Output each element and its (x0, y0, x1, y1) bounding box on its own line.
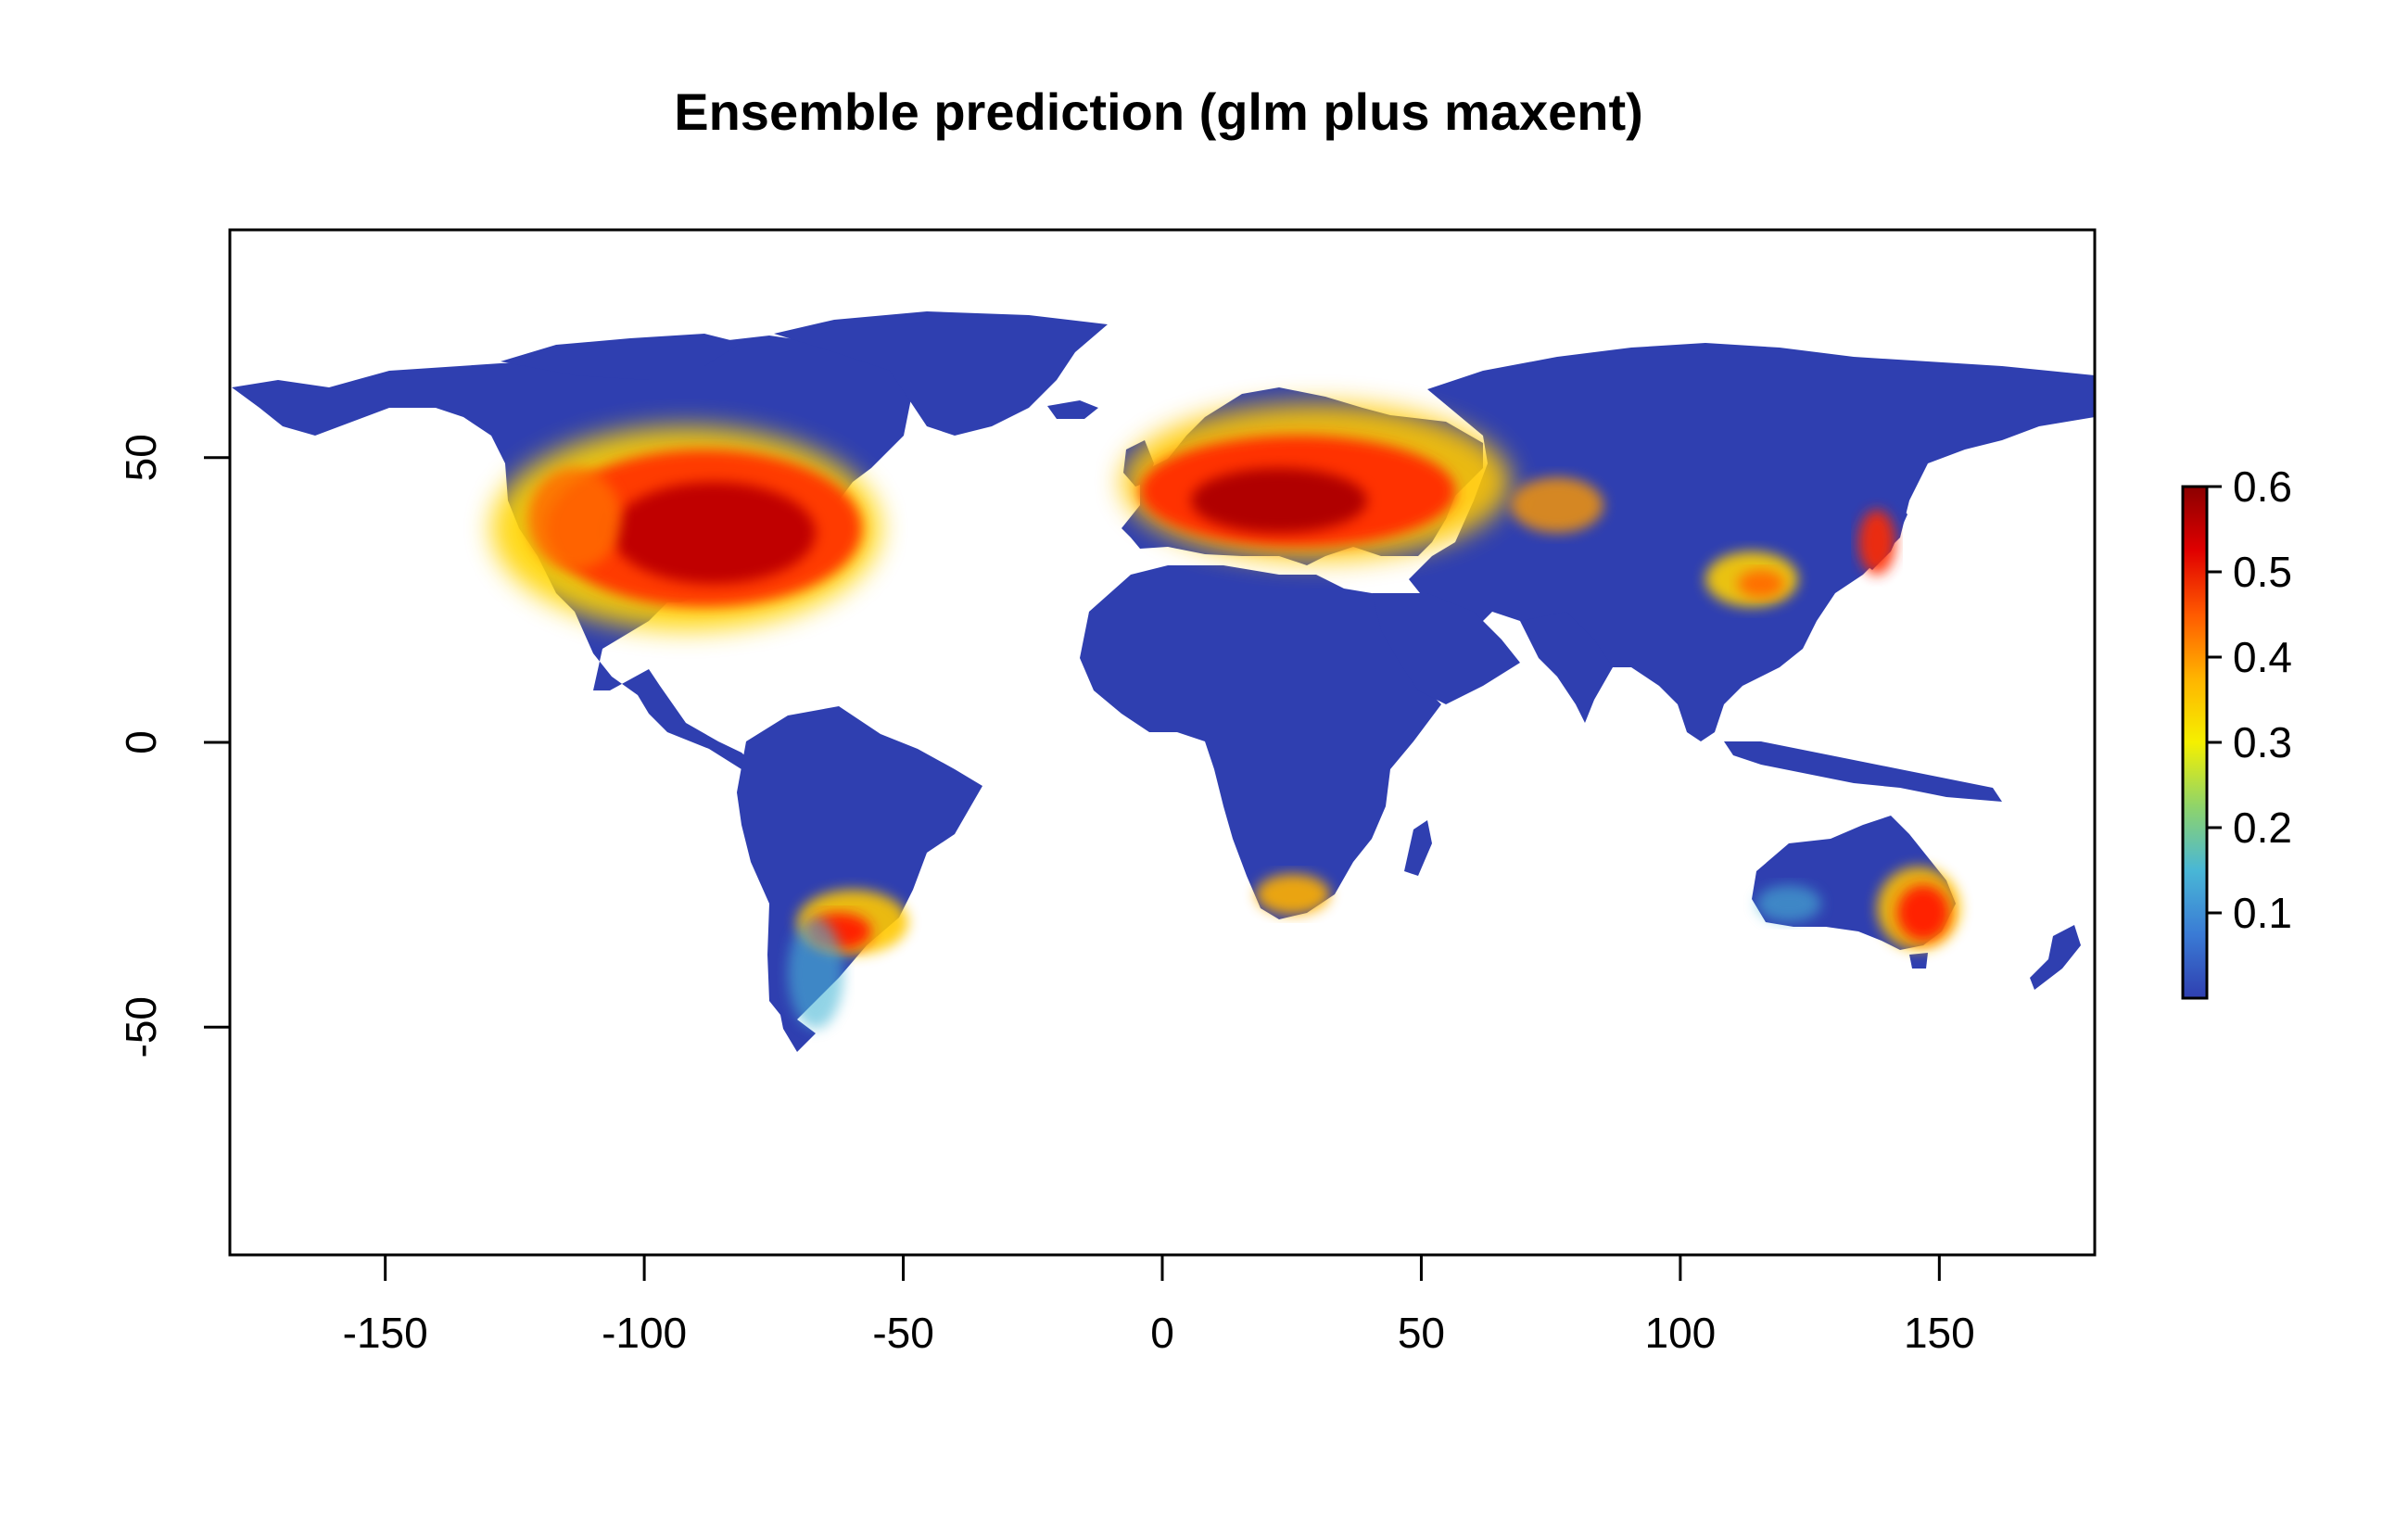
india (1520, 612, 1613, 723)
legend-tick-label: 0.1 (2233, 889, 2292, 937)
y-tick-label: 0 (117, 730, 165, 754)
africa (1080, 565, 1441, 919)
x-axis: -150 -100 -50 0 50 100 150 (343, 1253, 1975, 1357)
legend-tick-label: 0.3 (2233, 718, 2292, 766)
fringe-south-america (788, 918, 843, 1029)
arctic-islands (501, 334, 741, 380)
south-america (737, 706, 982, 1052)
madagascar (1404, 820, 1432, 876)
new-zealand (2030, 925, 2081, 990)
hotspot-usa-core (612, 482, 816, 584)
suitability-hotspots (491, 403, 1960, 1029)
y-tick-label: 50 (117, 434, 165, 481)
legend-tick-label: 0.4 (2233, 633, 2292, 681)
x-tick-label: -100 (602, 1309, 687, 1357)
x-tick-label: 50 (1398, 1309, 1445, 1357)
map-raster (232, 311, 2095, 1052)
land-masses (232, 311, 2095, 1052)
colorbar-ticks: 0.6 0.5 0.4 0.3 0.2 0.1 (2207, 462, 2292, 937)
iceland (1047, 400, 1098, 419)
x-tick-label: 150 (1904, 1309, 1975, 1357)
hotspot-china-core (1738, 570, 1784, 598)
legend-tick-label: 0.6 (2233, 462, 2292, 511)
x-tick-label: -150 (343, 1309, 428, 1357)
hotspot-europe-core (1191, 468, 1367, 533)
x-tick-label: -50 (872, 1309, 933, 1357)
hotspot-us-west (528, 468, 621, 570)
x-tick-label: 0 (1150, 1309, 1174, 1357)
colorbar-legend: 0.6 0.5 0.4 0.3 0.2 0.1 (2181, 462, 2292, 1000)
hotspot-south-africa (1256, 874, 1330, 915)
hotspot-japan (1858, 510, 1895, 575)
y-axis: 50 0 -50 (117, 434, 232, 1057)
hotspot-central-asia (1511, 477, 1603, 533)
legend-tick-label: 0.2 (2233, 804, 2292, 852)
arabian-peninsula (1372, 593, 1520, 704)
indonesia (1724, 741, 2002, 802)
x-tick-label: 100 (1645, 1309, 1717, 1357)
asia (1409, 343, 2095, 741)
fringe-australia-west (1756, 885, 1821, 922)
colorbar (2181, 485, 2209, 1000)
legend-tick-label: 0.5 (2233, 548, 2292, 596)
y-tick-label: -50 (117, 996, 165, 1057)
greenland (774, 311, 1108, 436)
plot-title: Ensemble prediction (glm plus maxent) (674, 82, 1643, 141)
hotspot-australia-core (1897, 885, 1949, 941)
tasmania (1909, 953, 1928, 969)
